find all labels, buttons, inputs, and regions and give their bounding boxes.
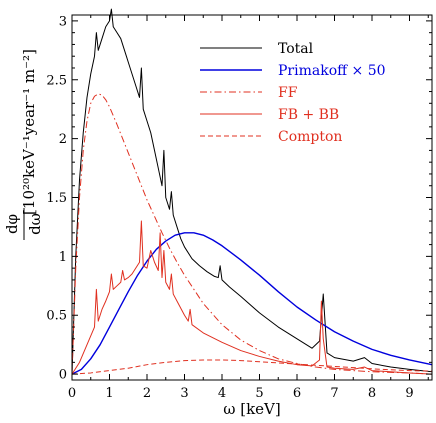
legend-label-2: FF	[278, 85, 298, 101]
legend-label-0: Total	[278, 41, 314, 57]
x-axis-title: ω [keV]	[223, 400, 281, 418]
series-line-0	[71, 8, 433, 375]
x-tick-label: 4	[218, 386, 226, 401]
y-axis-title: dφ dω [10²⁰keV⁻¹year⁻¹ m⁻²]	[3, 49, 44, 240]
x-tick-label: 0	[68, 386, 76, 401]
x-tick-label: 2	[143, 386, 151, 401]
y-tick-label: 2	[59, 132, 67, 147]
x-tick-label: 9	[405, 386, 413, 401]
x-tick-label: 6	[293, 386, 301, 401]
ticks-layer: 0 1 2 3 4 5 6 7 8 9 0 0.5 1 1.5 2 2.5 3	[46, 14, 432, 401]
y-tick-label: 0	[59, 368, 67, 383]
x-tick-label: 1	[105, 386, 113, 401]
x-tick-label: 5	[255, 386, 263, 401]
y-tick-label: 1	[59, 250, 67, 265]
y-tick-label: 3	[59, 14, 67, 29]
y-axis-title-denominator: dω	[26, 213, 44, 235]
series-layer	[71, 8, 433, 375]
y-tick-label: 2.5	[46, 73, 67, 88]
y-tick-label: 1.5	[46, 191, 67, 206]
legend-label-1: Primakoff × 50	[278, 63, 386, 79]
series-line-1	[71, 232, 433, 375]
legend-label-3: FB + BB	[278, 107, 339, 123]
series-line-4	[71, 359, 433, 375]
x-tick-label: 8	[368, 386, 376, 401]
x-tick-label: 3	[180, 386, 188, 401]
y-axis-title-units: [10²⁰keV⁻¹year⁻¹ m⁻²]	[20, 49, 38, 215]
legend: Total Primakoff × 50 FF FB + BB Compton	[200, 41, 386, 145]
y-tick-label: 0.5	[46, 309, 67, 324]
series-line-2	[71, 93, 433, 375]
series-line-3	[71, 220, 433, 375]
x-tick-label: 7	[330, 386, 338, 401]
legend-label-4: Compton	[278, 129, 342, 145]
y-axis-title-numerator: dφ	[3, 214, 21, 234]
